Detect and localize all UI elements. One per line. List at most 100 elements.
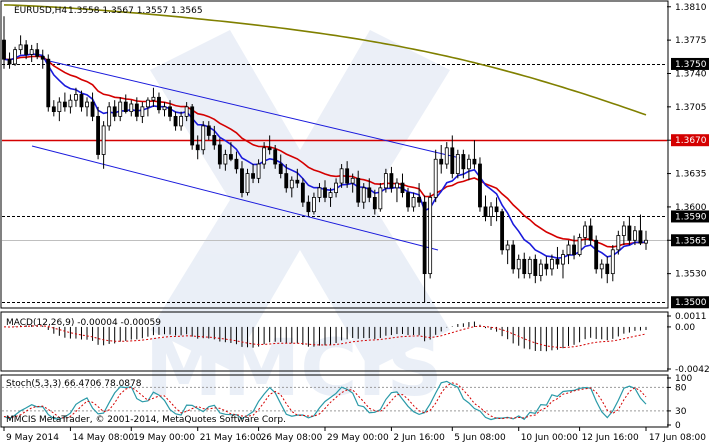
candle-body[interactable]: [251, 173, 255, 179]
candle-body[interactable]: [190, 106, 195, 146]
candle-body[interactable]: [234, 158, 239, 170]
channel-lower-line[interactable]: [31, 145, 439, 251]
candle-body[interactable]: [334, 182, 338, 194]
candle-body[interactable]: [450, 147, 455, 174]
time-axis[interactable]: 9 May 2014 14 May 08:00 19 May 00:00 21 May…: [3, 427, 706, 443]
candle-body[interactable]: [289, 179, 294, 189]
candle-body[interactable]: [439, 158, 444, 165]
candle-body[interactable]: [217, 144, 222, 165]
candle-body[interactable]: [478, 163, 482, 208]
candle-body[interactable]: [533, 258, 538, 276]
candle-body[interactable]: [395, 182, 399, 189]
candle-body[interactable]: [57, 101, 62, 113]
candle-body[interactable]: [96, 115, 101, 155]
candle-body[interactable]: [300, 182, 305, 203]
candle-body[interactable]: [555, 258, 560, 265]
candle-body[interactable]: [107, 106, 112, 127]
candle-body[interactable]: [400, 182, 405, 194]
channel-upper-line[interactable]: [44, 59, 461, 159]
candle-body[interactable]: [323, 187, 327, 198]
candle-body[interactable]: [256, 163, 261, 179]
candle-body[interactable]: [134, 103, 139, 117]
candle-body[interactable]: [223, 154, 228, 165]
candle-body[interactable]: [428, 196, 433, 275]
candle-body[interactable]: [367, 187, 372, 198]
trend-channel[interactable]: [31, 59, 461, 251]
candle-body[interactable]: [638, 230, 643, 244]
candle-body[interactable]: [162, 106, 167, 111]
candle-body[interactable]: [140, 106, 145, 117]
candle-body[interactable]: [317, 187, 322, 198]
candle-body[interactable]: [262, 147, 267, 165]
candle-body[interactable]: [306, 201, 311, 213]
candle-body[interactable]: [295, 179, 300, 184]
candle-body[interactable]: [356, 177, 361, 203]
candle-body[interactable]: [101, 125, 106, 155]
candle-body[interactable]: [433, 158, 438, 198]
candle-body[interactable]: [179, 115, 184, 127]
candle-body[interactable]: [549, 258, 554, 270]
candle-body[interactable]: [2, 39, 6, 60]
candle-body[interactable]: [633, 230, 637, 241]
candle-body[interactable]: [212, 135, 217, 146]
candle-body[interactable]: [361, 187, 366, 203]
candle-body[interactable]: [522, 258, 527, 275]
candle-body[interactable]: [455, 154, 460, 174]
candle-body[interactable]: [566, 244, 571, 255]
candle-body[interactable]: [46, 58, 51, 108]
candle-body[interactable]: [129, 103, 134, 113]
candle-body[interactable]: [599, 263, 604, 270]
candle-body[interactable]: [312, 196, 316, 213]
candle-body[interactable]: [151, 96, 156, 101]
candle-body[interactable]: [406, 192, 410, 208]
candle-body[interactable]: [278, 163, 283, 174]
candle-body[interactable]: [350, 177, 355, 184]
candle-body[interactable]: [74, 94, 78, 101]
candle-body[interactable]: [472, 158, 477, 165]
candle-body[interactable]: [184, 106, 189, 117]
candle-body[interactable]: [378, 187, 383, 210]
candle-body[interactable]: [588, 225, 593, 241]
candle-body[interactable]: [328, 192, 333, 198]
candle-body[interactable]: [273, 149, 278, 165]
candle-body[interactable]: [267, 147, 272, 151]
candle-body[interactable]: [24, 44, 29, 55]
candle-body[interactable]: [7, 58, 12, 65]
candle-body[interactable]: [605, 263, 610, 275]
price-axis[interactable]: 1.3810 1.3775 1.3740 1.3705 1.3670 1.3635 1.36…: [667, 3, 709, 309]
candle-body[interactable]: [245, 173, 250, 194]
candle-body[interactable]: [644, 239, 648, 244]
candle-body[interactable]: [284, 173, 289, 189]
candle-body[interactable]: [112, 106, 117, 117]
candle-body[interactable]: [372, 196, 377, 210]
candle-body[interactable]: [594, 239, 599, 270]
candle-body[interactable]: [505, 244, 510, 251]
candle-body[interactable]: [206, 125, 211, 136]
candle-body[interactable]: [145, 99, 150, 108]
candle-body[interactable]: [40, 55, 45, 60]
candle-body[interactable]: [168, 106, 172, 117]
ma-mid-line[interactable]: [3, 55, 647, 248]
candle-body[interactable]: [583, 225, 588, 238]
candle-body[interactable]: [123, 101, 128, 113]
candle-body[interactable]: [389, 173, 394, 189]
candle-body[interactable]: [18, 44, 23, 51]
candle-body[interactable]: [51, 106, 56, 113]
candle-body[interactable]: [500, 211, 505, 251]
candle-body[interactable]: [35, 49, 40, 57]
candle-body[interactable]: [621, 225, 626, 236]
candle-body[interactable]: [13, 49, 17, 65]
candle-body[interactable]: [616, 235, 621, 251]
candle-body[interactable]: [572, 244, 576, 255]
candle-body[interactable]: [201, 125, 206, 151]
candle-body[interactable]: [610, 249, 615, 275]
candle-body[interactable]: [157, 96, 161, 111]
candle-body[interactable]: [79, 94, 84, 108]
candle-body[interactable]: [62, 101, 67, 108]
candle-body[interactable]: [489, 206, 493, 217]
candle-body[interactable]: [461, 154, 466, 170]
candle-body[interactable]: [577, 237, 582, 255]
candle-body[interactable]: [383, 173, 388, 189]
candle-body[interactable]: [516, 258, 521, 270]
